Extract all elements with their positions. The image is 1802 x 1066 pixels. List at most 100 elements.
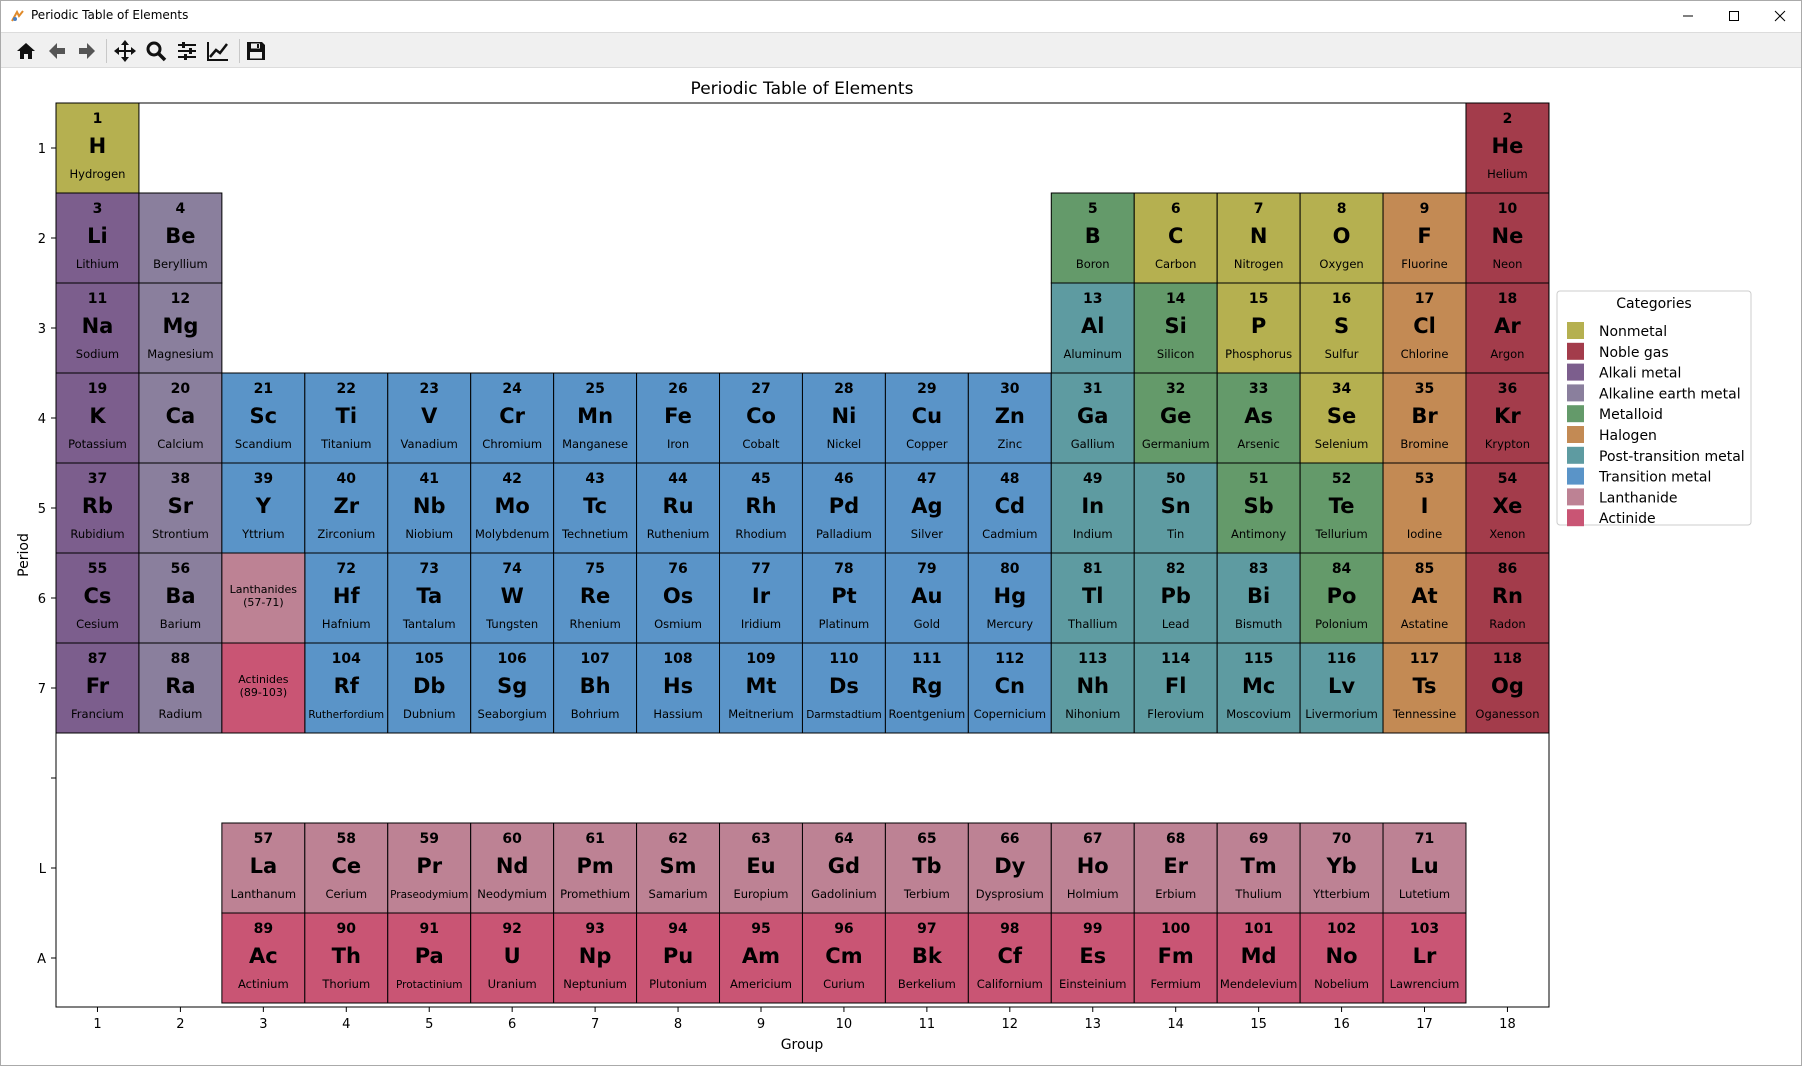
legend-item-alkali-metal: Alkali metal (1567, 363, 1681, 382)
element-cell-cr: 24 Cr Chromium (470, 372, 555, 464)
element-cell-rh: 45 Rh Rhodium (719, 462, 803, 554)
atomic-number: 59 (419, 831, 438, 847)
save-button[interactable] (242, 37, 270, 65)
element-cell-w: 74 W Tungsten (470, 552, 555, 644)
element-symbol: Tb (912, 854, 941, 878)
atomic-number: 71 (1415, 831, 1434, 847)
element-tile (1133, 552, 1218, 644)
element-symbol: Ba (165, 584, 195, 608)
element-name: Plutonium (649, 977, 707, 991)
atomic-number: 36 (1498, 381, 1517, 397)
atomic-number: 112 (995, 651, 1024, 667)
element-tile (470, 912, 555, 1004)
atomic-number: 113 (1078, 651, 1107, 667)
element-symbol: Kr (1494, 404, 1521, 428)
element-tile (1382, 912, 1467, 1004)
element-symbol: Tc (583, 494, 607, 518)
atomic-number: 32 (1166, 381, 1185, 397)
element-name: Protactinium (396, 979, 462, 991)
element-cell-co: 27 Co Cobalt (719, 372, 803, 464)
element-symbol: C (1168, 224, 1183, 248)
element-cell-cu: 29 Cu Copper (884, 372, 969, 464)
element-cell-b: 5 B Boron (1050, 192, 1135, 284)
element-tile (884, 552, 969, 644)
atomic-number: 65 (917, 831, 936, 847)
element-cell-br: 35 Br Bromine (1382, 372, 1467, 464)
element-cell-zn: 30 Zn Zinc (967, 372, 1052, 464)
element-tile (1050, 462, 1135, 554)
element-tile (967, 372, 1052, 464)
element-tile (304, 912, 389, 1004)
element-name: Ytterbium (1312, 887, 1370, 901)
element-name: Sodium (76, 347, 119, 361)
element-cell-li: 3 Li Lithium (55, 192, 140, 284)
element-name: Gallium (1071, 437, 1115, 451)
atomic-number: 102 (1327, 921, 1356, 937)
element-cell-dy: 66 Dy Dysprosium (967, 822, 1052, 914)
element-symbol: Cd (995, 494, 1025, 518)
element-tile (221, 372, 306, 464)
atomic-number: 107 (580, 651, 609, 667)
element-symbol: H (89, 134, 107, 158)
atomic-number: 85 (1415, 561, 1434, 577)
atomic-number: 45 (751, 471, 770, 487)
element-tile (1216, 822, 1301, 914)
element-tile (801, 462, 886, 554)
element-symbol: Nh (1076, 674, 1109, 698)
arrow-left-icon (49, 43, 65, 59)
element-name: Cobalt (742, 437, 780, 451)
element-tile (719, 462, 803, 554)
element-name: Cerium (326, 887, 368, 901)
element-symbol: Rg (911, 674, 942, 698)
configure-subplots-button[interactable] (173, 37, 201, 65)
placeholder-range: (89-103) (240, 686, 288, 699)
element-name: Manganese (562, 437, 628, 451)
element-cell-er: 68 Er Erbium (1133, 822, 1218, 914)
element-cell-fe: 26 Fe Iron (636, 372, 721, 464)
element-name: Bromine (1400, 437, 1448, 451)
zoom-button[interactable] (142, 37, 170, 65)
element-tile (553, 822, 638, 914)
element-cell-bi: 83 Bi Bismuth (1216, 552, 1301, 644)
element-symbol: V (421, 404, 438, 428)
element-tile (1050, 192, 1135, 284)
element-name: Radium (159, 707, 203, 721)
element-name: Thorium (321, 977, 370, 991)
pan-button[interactable] (111, 37, 139, 65)
element-symbol: Mt (746, 674, 777, 698)
home-icon (17, 43, 35, 59)
element-tile (470, 552, 555, 644)
element-symbol: Mo (495, 494, 530, 518)
edit-axis-button[interactable] (204, 37, 232, 65)
element-name: Lead (1162, 617, 1190, 631)
element-cell-es: 99 Es Einsteinium (1050, 912, 1135, 1004)
atomic-number: 28 (834, 381, 853, 397)
element-name: Oganesson (1475, 707, 1539, 721)
back-button[interactable] (43, 37, 71, 65)
atomic-number: 9 (1420, 201, 1430, 217)
atomic-number: 51 (1249, 471, 1268, 487)
atomic-number: 33 (1249, 381, 1268, 397)
maximize-button[interactable] (1711, 1, 1757, 31)
element-tile (1299, 642, 1384, 734)
element-symbol: Pm (576, 854, 613, 878)
legend-item-nonmetal: Nonmetal (1567, 322, 1667, 340)
atomic-number: 44 (668, 471, 688, 487)
title-bar[interactable]: Periodic Table of Elements (1, 1, 1801, 31)
element-cell-nb: 41 Nb Niobium (387, 462, 472, 554)
element-symbol: Md (1241, 944, 1277, 968)
element-symbol: Mg (162, 314, 198, 338)
minimize-button[interactable] (1665, 1, 1711, 31)
element-symbol: Ta (416, 584, 442, 608)
figure-canvas: Periodic Table of Elements 1 H Hydrogen 2 He… (1, 69, 1801, 1065)
close-button[interactable] (1757, 1, 1802, 31)
legend-item-post-transition-metal: Post-transition metal (1567, 446, 1745, 465)
element-cell-nh: 113 Nh Nihonium (1050, 642, 1135, 734)
home-button[interactable] (12, 37, 40, 65)
element-cell-sb: 51 Sb Antimony (1216, 462, 1301, 554)
atomic-number: 74 (502, 561, 522, 577)
forward-button[interactable] (73, 37, 101, 65)
element-name: Thallium (1067, 617, 1117, 631)
element-symbol: Mn (577, 404, 613, 428)
element-symbol: Ag (911, 494, 942, 518)
